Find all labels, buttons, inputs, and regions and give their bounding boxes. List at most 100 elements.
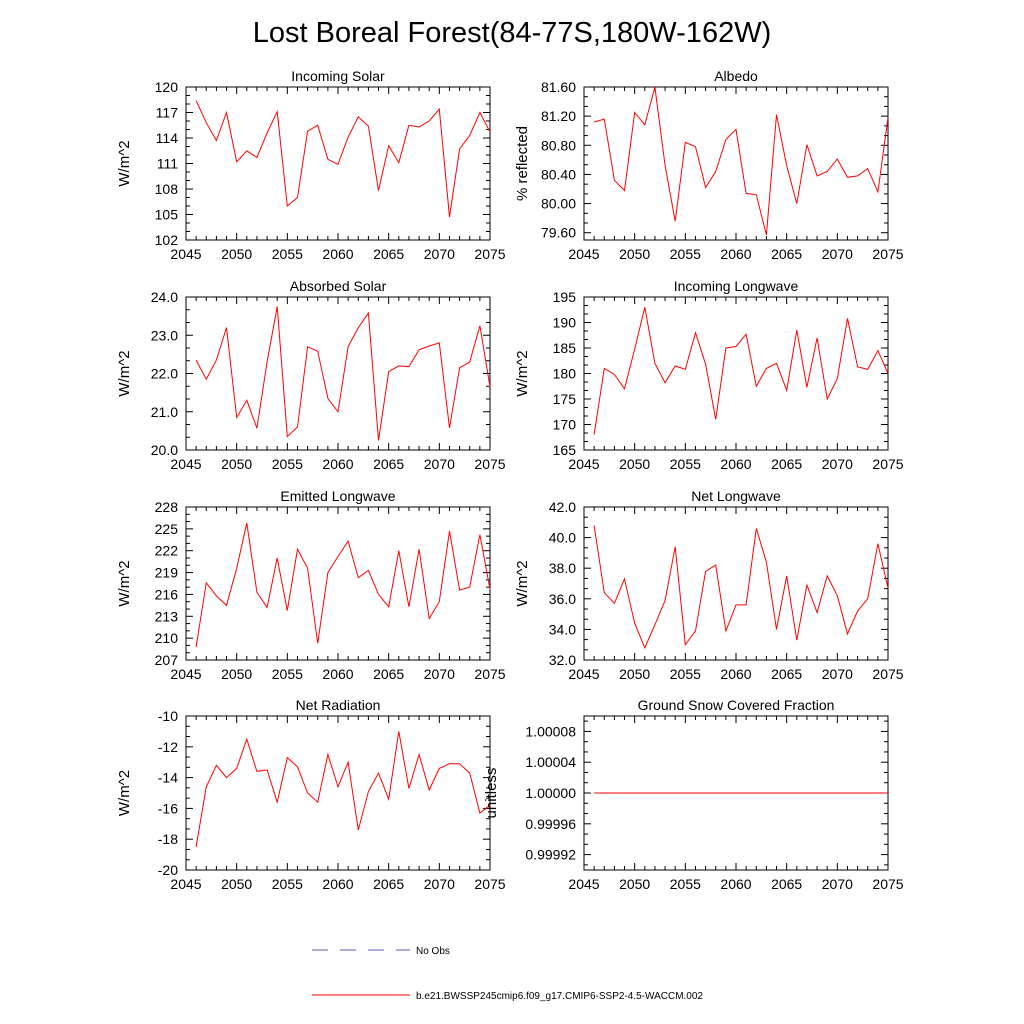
plot-frame <box>185 715 491 871</box>
panel-1: Albedo 2045 2050 2055 2060 2065 2070 2075 79.60 8… <box>514 68 904 262</box>
y-tick-label: 114 <box>156 130 179 146</box>
y-axis-label: W/m^2 <box>116 140 133 186</box>
y-tick-label: -14 <box>158 770 178 786</box>
y-tick-label: 180 <box>553 366 577 382</box>
series-line <box>195 100 491 218</box>
y-axis-label: W/m^2 <box>116 770 133 816</box>
y-tick-label: 190 <box>553 315 577 331</box>
y-tick-label: 108 <box>155 181 179 197</box>
y-tick-label: 117 <box>156 105 179 121</box>
y-tick-label: 1.00008 <box>525 723 576 739</box>
panel-title: Absorbed Solar <box>290 278 387 294</box>
x-tick-label: 2075 <box>474 666 505 682</box>
y-tick-label: 40.0 <box>549 530 576 546</box>
y-tick-label: 102 <box>155 232 179 248</box>
y-tick-label: 165 <box>553 442 577 458</box>
x-tick-label: 2060 <box>322 666 353 682</box>
x-tick-label: 2070 <box>424 876 455 892</box>
legend-label-no-obs: No Obs <box>416 946 450 957</box>
panel-0: Incoming Solar 2045 2050 2055 2060 2065 2070 20… <box>116 68 506 262</box>
panel-title: Ground Snow Covered Fraction <box>638 697 835 713</box>
x-tick-label: 2055 <box>272 246 303 262</box>
plot-frame <box>583 86 889 241</box>
panel-7: Ground Snow Covered Fraction 2045 2050 2055… <box>483 697 904 892</box>
y-tick-label: 213 <box>155 608 179 624</box>
legend-label-model: b.e21.BWSSP245cmip6.f09_g17.CMIP6-SSP2-4… <box>416 991 703 1002</box>
panel-title: Net Radiation <box>296 697 381 713</box>
series-line <box>593 525 889 650</box>
y-tick-label: 120 <box>155 79 179 95</box>
x-tick-label: 2075 <box>872 246 903 262</box>
y-tick-label: 175 <box>553 391 577 407</box>
y-tick-label: 38.0 <box>549 560 576 576</box>
y-tick-label: -18 <box>158 831 178 847</box>
x-tick-label: 2045 <box>170 246 201 262</box>
y-tick-label: 79.60 <box>541 225 576 241</box>
series-line <box>593 86 889 236</box>
x-tick-label: 2055 <box>670 876 701 892</box>
y-tick-label: 185 <box>553 340 577 356</box>
y-tick-label: 111 <box>157 156 178 172</box>
x-tick-label: 2070 <box>424 246 455 262</box>
x-tick-label: 2070 <box>822 246 853 262</box>
x-tick-label: 2045 <box>568 666 599 682</box>
y-tick-label: 0.99992 <box>525 847 576 863</box>
panel-title: Net Longwave <box>691 488 781 504</box>
y-tick-label: 170 <box>553 417 577 433</box>
y-tick-label: 22.0 <box>151 366 178 382</box>
panel-title: Incoming Solar <box>291 68 385 84</box>
y-tick-label: -20 <box>158 862 178 878</box>
x-tick-label: 2060 <box>322 876 353 892</box>
x-tick-label: 2075 <box>872 456 903 472</box>
x-tick-label: 2055 <box>272 876 303 892</box>
panel-6: Net Radiation 2045 2050 2055 2060 2065 2070 207… <box>116 697 506 892</box>
y-tick-label: -10 <box>158 708 178 724</box>
x-tick-label: 2045 <box>170 666 201 682</box>
panel-4: Emitted Longwave 2045 2050 2055 2060 2065 2070… <box>116 488 506 682</box>
x-tick-label: 2055 <box>670 456 701 472</box>
x-tick-label: 2050 <box>221 876 252 892</box>
y-tick-label: -12 <box>158 739 178 755</box>
y-tick-label: 81.60 <box>541 79 576 95</box>
x-tick-label: 2075 <box>872 876 903 892</box>
x-tick-label: 2050 <box>619 246 650 262</box>
panel-3: Incoming Longwave 2045 2050 2055 2060 2065 207… <box>514 278 904 472</box>
y-tick-label: 34.0 <box>549 621 576 637</box>
plot-frame <box>583 296 889 451</box>
x-tick-label: 2075 <box>872 666 903 682</box>
y-axis-label: W/m^2 <box>116 350 133 396</box>
x-tick-label: 2065 <box>771 246 802 262</box>
y-tick-label: 80.80 <box>541 137 576 153</box>
plot-frame <box>185 506 491 661</box>
y-tick-label: 80.40 <box>541 166 576 182</box>
y-tick-label: 216 <box>155 586 179 602</box>
x-tick-label: 2050 <box>221 456 252 472</box>
series-line <box>195 522 491 647</box>
y-tick-label: 207 <box>155 652 179 668</box>
y-tick-label: 80.00 <box>541 196 576 212</box>
y-tick-label: 1.00000 <box>525 785 576 801</box>
x-tick-label: 2055 <box>670 666 701 682</box>
x-tick-label: 2070 <box>822 456 853 472</box>
x-tick-label: 2055 <box>272 666 303 682</box>
x-tick-label: 2045 <box>568 456 599 472</box>
y-tick-label: 105 <box>155 207 179 223</box>
panel-title: Incoming Longwave <box>674 278 799 294</box>
x-tick-label: 2070 <box>424 666 455 682</box>
y-tick-label: 42.0 <box>549 499 576 515</box>
y-tick-label: 81.20 <box>541 108 576 124</box>
x-tick-label: 2045 <box>170 876 201 892</box>
y-tick-label: 20.0 <box>151 442 178 458</box>
x-tick-label: 2065 <box>373 876 404 892</box>
y-tick-label: 36.0 <box>549 591 576 607</box>
x-tick-label: 2070 <box>822 876 853 892</box>
x-tick-label: 2050 <box>619 666 650 682</box>
x-tick-label: 2055 <box>670 246 701 262</box>
x-tick-label: 2065 <box>771 456 802 472</box>
legend: No Obs b.e21.BWSSP245cmip6.f09_g17.CMIP6… <box>312 946 703 1002</box>
y-tick-label: 222 <box>155 543 179 559</box>
x-tick-label: 2065 <box>373 666 404 682</box>
x-tick-label: 2070 <box>822 666 853 682</box>
y-tick-label: 0.99996 <box>525 816 576 832</box>
